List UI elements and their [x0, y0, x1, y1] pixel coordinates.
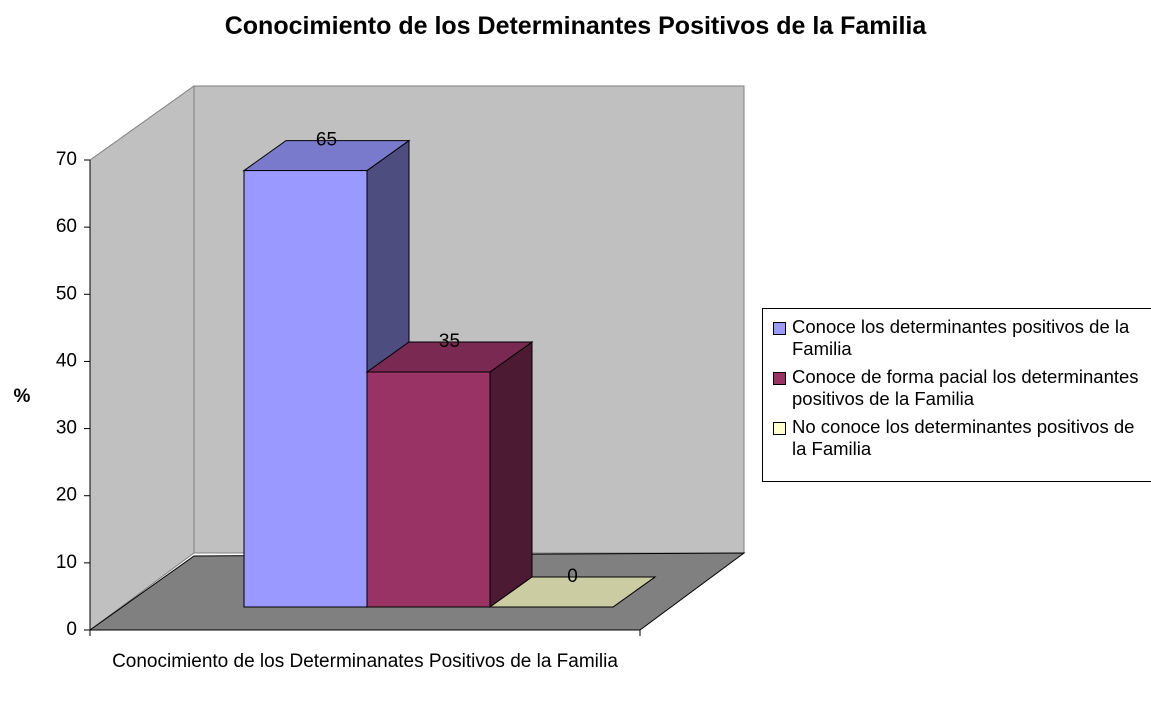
legend-swatch: [773, 372, 786, 385]
y-tick-label: 40: [56, 350, 77, 371]
y-tick-label: 0: [66, 619, 77, 640]
legend-swatch: [773, 322, 786, 335]
legend-swatch: [773, 422, 786, 435]
bar-top: [488, 576, 657, 608]
y-tick-label: 30: [56, 418, 77, 439]
y-tick-label: 70: [56, 149, 77, 170]
y-tick-label: 60: [56, 216, 77, 237]
legend: Conoce los determinantes positivos de la…: [762, 308, 1151, 482]
side-wall: [89, 85, 195, 631]
data-label: 65: [316, 130, 337, 151]
legend-label: Conoce de forma pacial los determinantes…: [792, 366, 1139, 409]
legend-label: Conoce los determinantes positivos de la…: [792, 316, 1130, 359]
y-axis-label: %: [14, 386, 31, 407]
y-tick-label: 10: [56, 552, 77, 573]
data-label: 0: [567, 566, 578, 587]
legend-item: Conoce de forma pacial los determinantes…: [773, 366, 1151, 410]
bar: [243, 170, 368, 608]
y-tick-label: 50: [56, 283, 77, 304]
legend-item: Conoce los determinantes positivos de la…: [773, 316, 1151, 360]
chart-title: Conocimiento de los Determinantes Positi…: [224, 12, 927, 40]
x-tick-label: Conocimiento de los Determinanates Posit…: [112, 651, 618, 672]
data-label: 35: [439, 331, 460, 352]
legend-label: No conoce los determinantes positivos de…: [792, 416, 1135, 459]
bar: [366, 371, 491, 608]
legend-item: No conoce los determinantes positivos de…: [773, 416, 1151, 460]
y-tick-label: 20: [56, 485, 77, 506]
bar-side: [489, 341, 533, 608]
